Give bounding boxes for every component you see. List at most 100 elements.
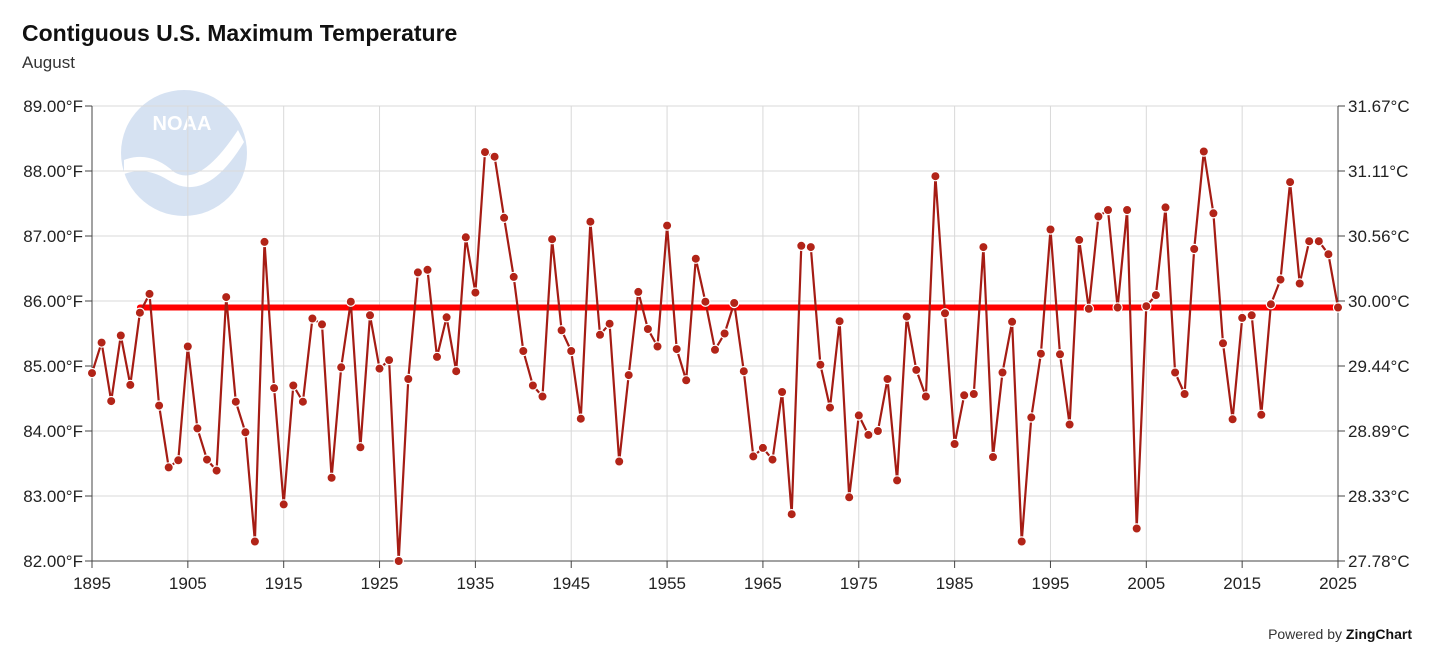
data-point-1981[interactable] bbox=[911, 364, 922, 376]
data-point-2001[interactable] bbox=[1102, 204, 1114, 216]
data-point-1977[interactable] bbox=[872, 425, 884, 437]
data-point-1905[interactable] bbox=[182, 341, 193, 352]
data-point-1987[interactable] bbox=[968, 388, 980, 400]
data-point-1999[interactable] bbox=[1083, 303, 1095, 314]
data-point-1958[interactable] bbox=[690, 253, 702, 264]
data-point-1961[interactable] bbox=[719, 328, 730, 339]
data-point-1915[interactable] bbox=[278, 499, 289, 510]
data-point-2003[interactable] bbox=[1121, 204, 1133, 216]
data-point-1972[interactable] bbox=[824, 402, 836, 413]
data-point-1906[interactable] bbox=[192, 423, 203, 434]
data-point-1932[interactable] bbox=[441, 312, 452, 323]
data-point-1896[interactable] bbox=[96, 337, 107, 348]
data-point-1992[interactable] bbox=[1016, 536, 1027, 547]
data-point-1924[interactable] bbox=[364, 310, 376, 321]
data-point-1936[interactable] bbox=[479, 146, 491, 158]
data-point-1923[interactable] bbox=[355, 442, 366, 453]
data-point-1914[interactable] bbox=[268, 382, 280, 394]
data-point-1954[interactable] bbox=[652, 341, 663, 352]
data-point-1952[interactable] bbox=[633, 286, 644, 298]
data-point-2010[interactable] bbox=[1188, 243, 1200, 255]
data-point-1900[interactable] bbox=[134, 307, 146, 318]
data-point-1990[interactable] bbox=[997, 367, 1008, 378]
data-point-2011[interactable] bbox=[1198, 146, 1210, 157]
data-point-2018[interactable] bbox=[1265, 299, 1277, 310]
data-point-1965[interactable] bbox=[757, 442, 769, 454]
data-point-1916[interactable] bbox=[288, 380, 299, 391]
data-point-2007[interactable] bbox=[1160, 202, 1171, 213]
data-point-1982[interactable] bbox=[920, 391, 932, 402]
data-point-2002[interactable] bbox=[1112, 302, 1123, 313]
data-point-1974[interactable] bbox=[844, 492, 855, 503]
data-point-2000[interactable] bbox=[1093, 211, 1104, 222]
data-point-1946[interactable] bbox=[575, 413, 587, 424]
data-point-1911[interactable] bbox=[240, 427, 251, 438]
data-point-1913[interactable] bbox=[259, 236, 270, 248]
data-point-1969[interactable] bbox=[796, 240, 807, 251]
data-point-1910[interactable] bbox=[230, 396, 241, 407]
data-point-1953[interactable] bbox=[642, 323, 654, 335]
data-point-1899[interactable] bbox=[125, 379, 136, 391]
data-point-1947[interactable] bbox=[585, 216, 596, 227]
data-point-1919[interactable] bbox=[316, 319, 328, 330]
data-point-1917[interactable] bbox=[297, 396, 309, 407]
data-point-1944[interactable] bbox=[556, 325, 567, 336]
data-point-1985[interactable] bbox=[949, 438, 960, 450]
data-point-1955[interactable] bbox=[661, 220, 673, 231]
data-point-1962[interactable] bbox=[729, 297, 740, 309]
data-point-2006[interactable] bbox=[1150, 289, 1162, 301]
data-point-2020[interactable] bbox=[1284, 176, 1296, 188]
data-point-1979[interactable] bbox=[891, 475, 903, 486]
data-point-1989[interactable] bbox=[987, 451, 999, 463]
data-point-1907[interactable] bbox=[201, 454, 213, 465]
data-point-1948[interactable] bbox=[594, 329, 606, 340]
data-point-1966[interactable] bbox=[767, 454, 778, 465]
data-point-1984[interactable] bbox=[939, 308, 951, 319]
data-point-1973[interactable] bbox=[834, 316, 845, 327]
data-point-1994[interactable] bbox=[1035, 348, 1047, 359]
data-point-1940[interactable] bbox=[518, 345, 529, 357]
data-point-1931[interactable] bbox=[431, 351, 443, 363]
data-point-1941[interactable] bbox=[527, 380, 539, 391]
data-point-1960[interactable] bbox=[709, 344, 721, 355]
data-point-1986[interactable] bbox=[959, 390, 970, 401]
data-point-1956[interactable] bbox=[671, 343, 682, 355]
data-point-1928[interactable] bbox=[403, 373, 414, 385]
data-point-1903[interactable] bbox=[163, 462, 174, 473]
data-point-2016[interactable] bbox=[1246, 310, 1257, 321]
data-point-1988[interactable] bbox=[978, 241, 989, 253]
data-point-1995[interactable] bbox=[1045, 224, 1056, 235]
data-point-1898[interactable] bbox=[115, 330, 127, 341]
data-point-1904[interactable] bbox=[173, 455, 184, 466]
data-point-1920[interactable] bbox=[326, 472, 337, 483]
data-point-1912[interactable] bbox=[249, 536, 261, 547]
data-point-2015[interactable] bbox=[1236, 312, 1248, 324]
data-point-2009[interactable] bbox=[1179, 388, 1190, 400]
data-point-1970[interactable] bbox=[805, 241, 817, 253]
data-point-1998[interactable] bbox=[1073, 234, 1085, 246]
data-point-1983[interactable] bbox=[930, 170, 941, 182]
data-point-1934[interactable] bbox=[460, 232, 471, 243]
data-point-1935[interactable] bbox=[470, 287, 481, 298]
data-point-2014[interactable] bbox=[1227, 414, 1238, 425]
data-point-1933[interactable] bbox=[451, 366, 462, 377]
data-point-2023[interactable] bbox=[1313, 235, 1325, 247]
data-point-1897[interactable] bbox=[105, 395, 117, 407]
data-point-1902[interactable] bbox=[153, 400, 165, 411]
data-point-1918[interactable] bbox=[307, 313, 318, 324]
data-point-2021[interactable] bbox=[1294, 278, 1305, 289]
data-point-1964[interactable] bbox=[748, 451, 759, 462]
data-point-1976[interactable] bbox=[863, 429, 874, 441]
data-point-2008[interactable] bbox=[1169, 367, 1181, 378]
data-point-1922[interactable] bbox=[345, 296, 356, 307]
data-point-1925[interactable] bbox=[374, 363, 385, 374]
data-point-1971[interactable] bbox=[815, 359, 826, 370]
data-point-1942[interactable] bbox=[537, 391, 548, 402]
data-point-1975[interactable] bbox=[853, 410, 865, 421]
data-point-1951[interactable] bbox=[623, 369, 634, 381]
data-point-2012[interactable] bbox=[1208, 208, 1219, 219]
data-point-1929[interactable] bbox=[412, 267, 424, 278]
data-point-1950[interactable] bbox=[614, 456, 625, 467]
data-point-2022[interactable] bbox=[1303, 235, 1315, 247]
data-point-1908[interactable] bbox=[211, 465, 222, 476]
